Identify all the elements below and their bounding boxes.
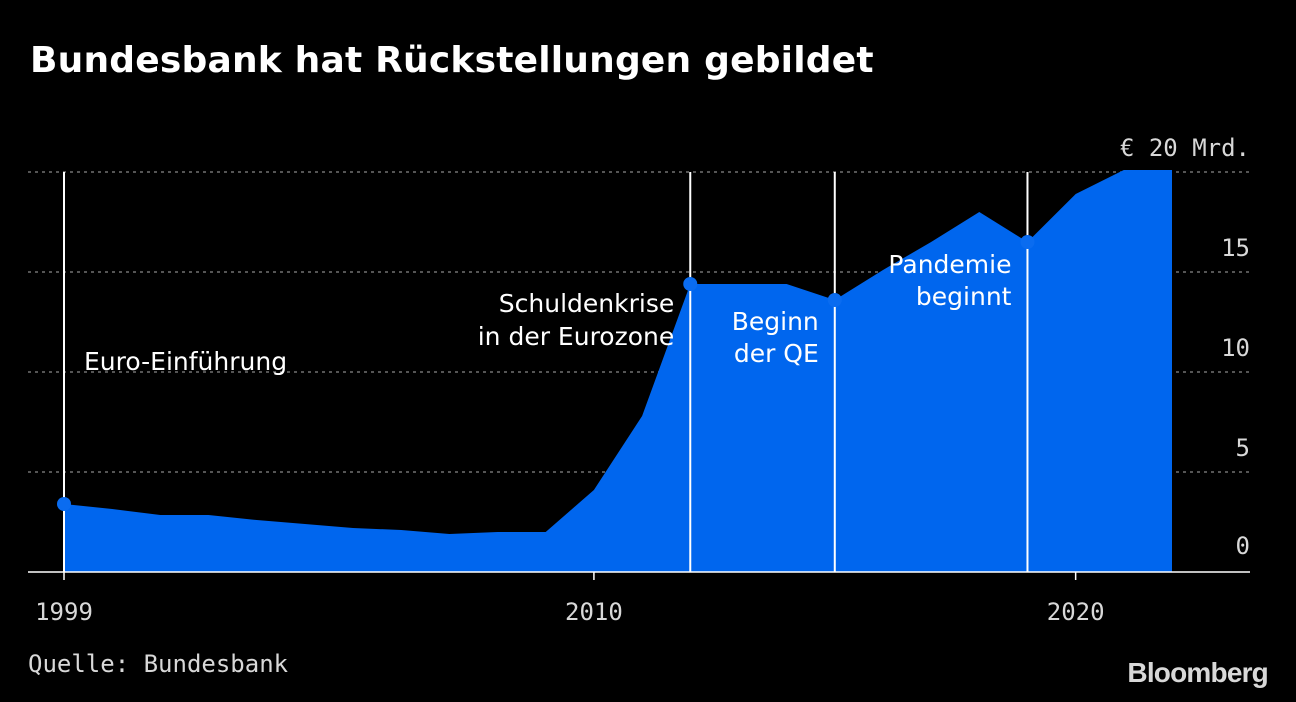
x-tick-label: 1999 — [35, 598, 93, 626]
y-tick-label: 10 — [1221, 334, 1250, 362]
source-note: Quelle: Bundesbank — [28, 650, 289, 678]
event-marker-2015 — [827, 293, 842, 307]
event-marker-2012 — [683, 277, 698, 291]
x-tick-label: 2020 — [1047, 598, 1105, 626]
annotation-label: Schuldenkrise in der Eurozone — [478, 289, 675, 351]
annotation-label: Pandemie beginnt — [888, 250, 1011, 311]
area-fill — [64, 170, 1172, 572]
area-series — [64, 170, 1172, 572]
event-marker-2019 — [1020, 235, 1035, 249]
event-marker-1999 — [57, 497, 71, 511]
annotation-label: Beginn der QE — [732, 307, 819, 368]
annotations: Euro-Einführung Schuldenkrise in der Euroz… — [57, 235, 1035, 511]
page-title: Bundesbank hat Rückstellungen gebildet — [30, 40, 874, 81]
y-tick-label: € 20 Mrd. — [1120, 134, 1250, 162]
y-tick-label: 15 — [1221, 234, 1250, 262]
axes: 0 5 10 15 € 20 Mrd. 1999 2010 2020 — [28, 134, 1250, 626]
bloomberg-logo: Bloomberg — [1127, 657, 1268, 688]
x-tick-label: 2010 — [565, 598, 623, 626]
annotation-label: Euro-Einführung — [84, 347, 287, 376]
y-tick-label: 5 — [1236, 434, 1250, 462]
y-tick-label: 0 — [1236, 532, 1250, 560]
